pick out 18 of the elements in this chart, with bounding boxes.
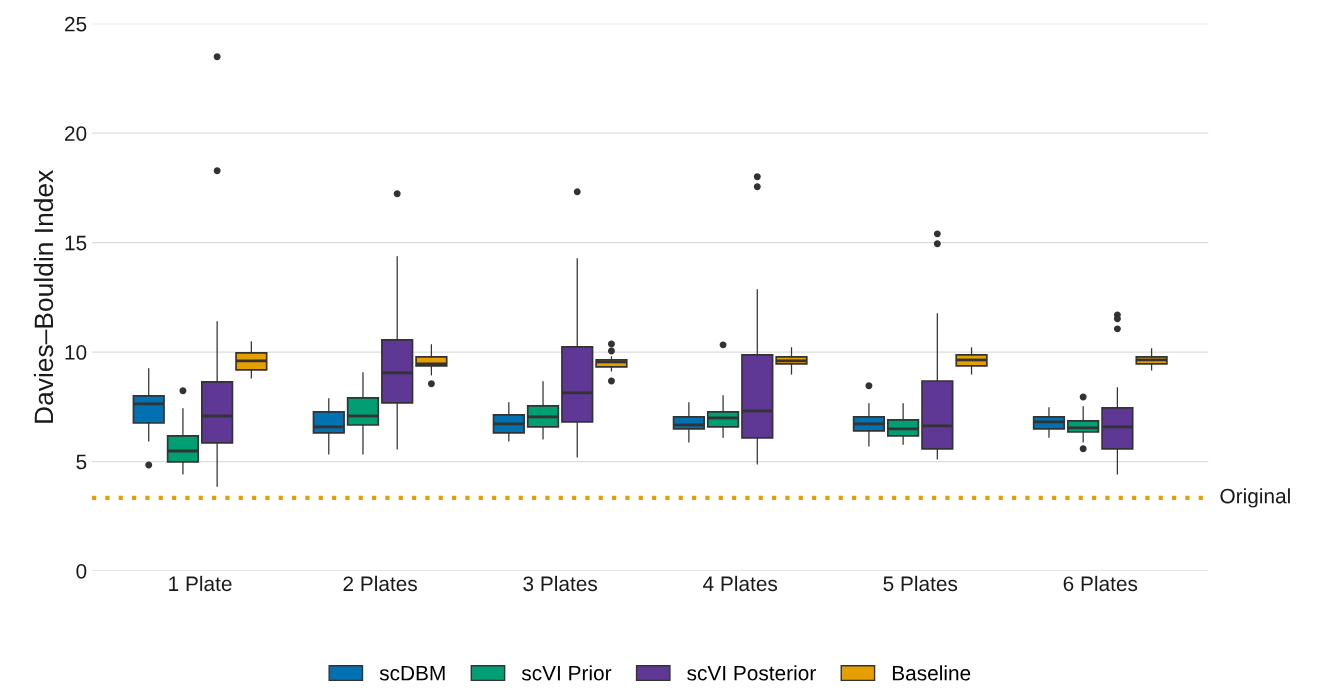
y-tick-label: 15 xyxy=(65,235,87,251)
y-tick-label: 20 xyxy=(65,126,87,141)
y-tick-label: 0 xyxy=(76,563,87,579)
legend-label: Baseline xyxy=(892,665,971,681)
y-tick-label: 25 xyxy=(65,16,87,32)
x-tick-label: 5 Plates xyxy=(883,575,958,592)
y-tick-label: 5 xyxy=(76,454,87,470)
legend-label: scVI Posterior xyxy=(687,665,816,681)
x-tick-label: 6 Plates xyxy=(1063,575,1138,592)
x-tick-label: 1 Plate xyxy=(169,575,232,592)
ref-line-label: Original xyxy=(1220,488,1290,508)
y-tick-label: 10 xyxy=(65,345,87,360)
x-tick-label: 2 Plates xyxy=(343,575,417,592)
x-tick-label: 4 Plates xyxy=(703,575,778,592)
x-tick-label: 3 Plates xyxy=(523,575,598,592)
legend-label: scDBM xyxy=(379,665,445,681)
legend-label: scVI Prior xyxy=(521,665,612,681)
y-axis-title: Davies–Bouldin Index xyxy=(33,170,54,423)
